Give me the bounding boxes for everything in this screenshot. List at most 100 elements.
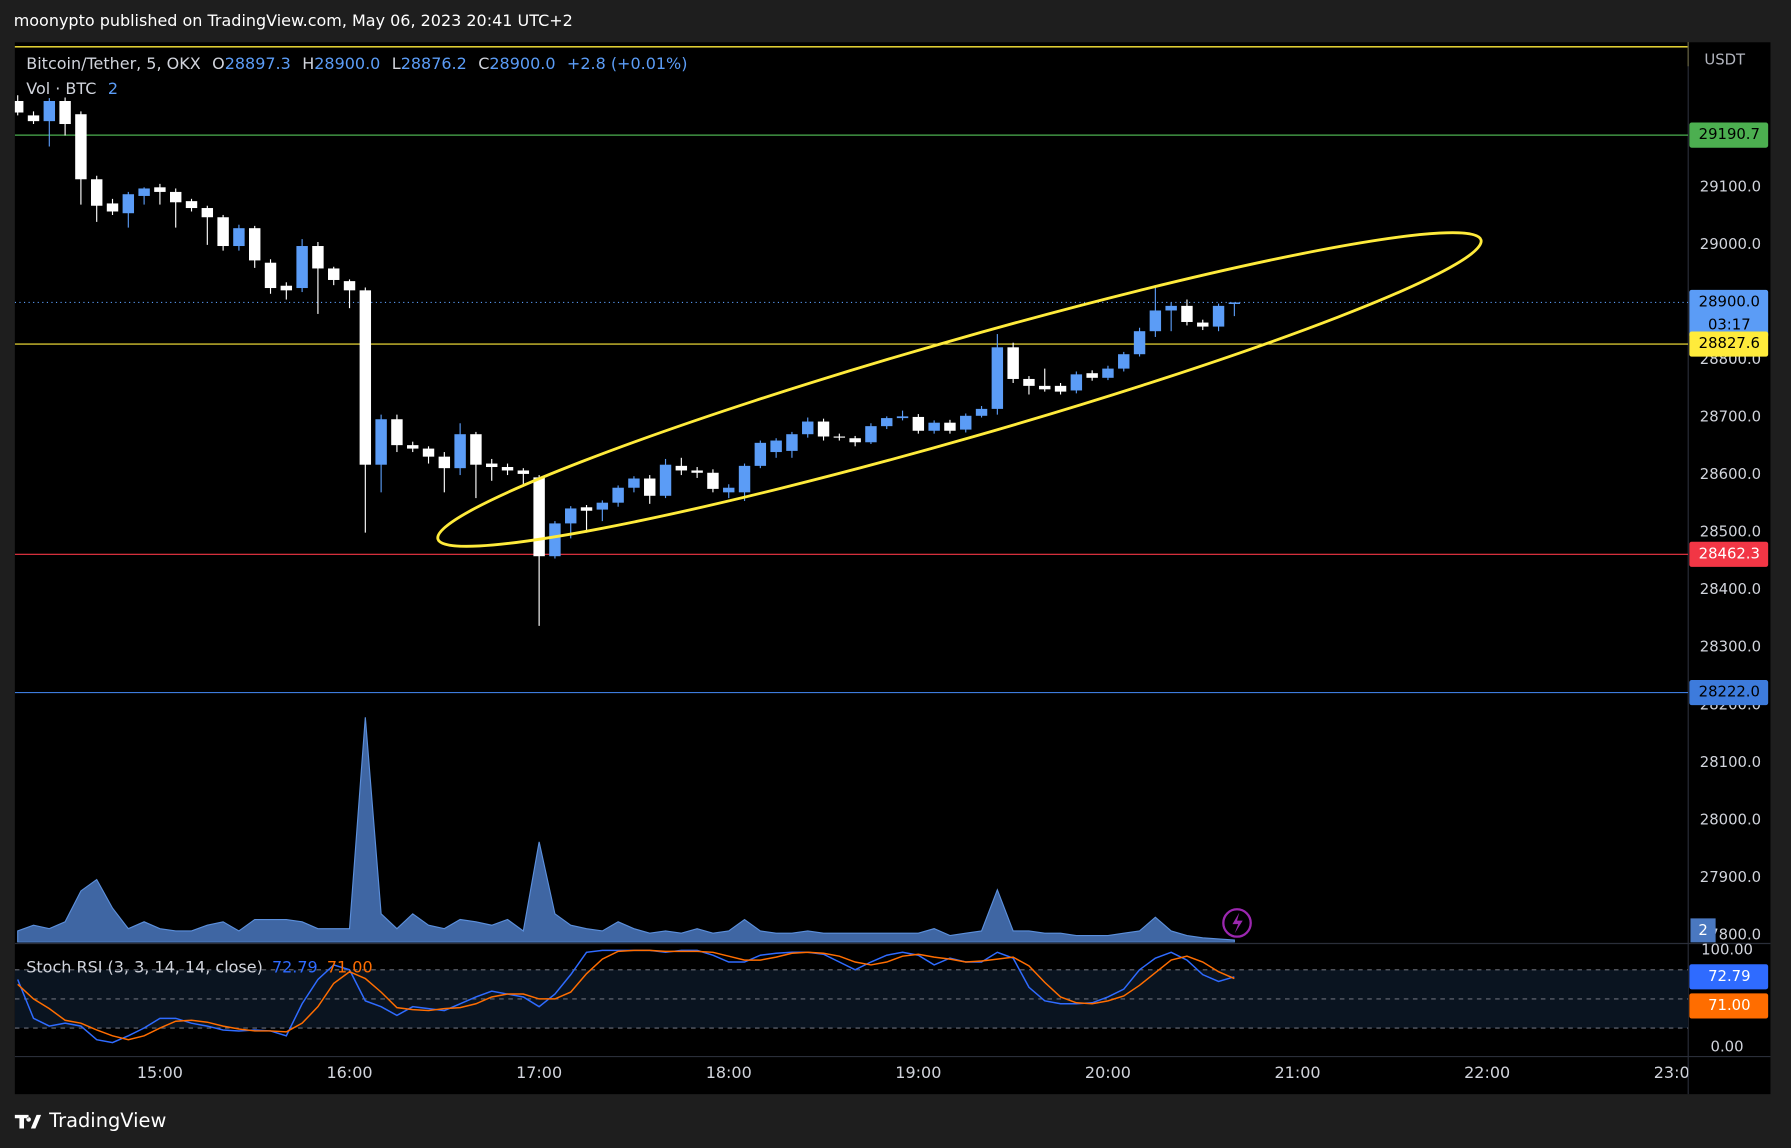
candle-body xyxy=(407,445,419,449)
candle-body xyxy=(802,421,814,435)
y-tick-label: 28100.0 xyxy=(1700,754,1761,771)
candle-body xyxy=(1118,354,1130,369)
y-tick-label: 29000.0 xyxy=(1700,236,1761,253)
candle-body xyxy=(328,268,340,280)
legend-change: +2.8 (+0.01%) xyxy=(567,53,688,72)
stoch-line xyxy=(17,949,1235,1041)
candle-body xyxy=(1212,305,1225,327)
candle-body xyxy=(991,347,1004,409)
candle-body xyxy=(707,472,719,489)
candle-body xyxy=(264,262,277,289)
price-pane xyxy=(14,95,1689,943)
stoch-label: Stoch RSI (3, 3, 14, 14, close) xyxy=(26,957,263,976)
candle-body xyxy=(1165,305,1177,311)
candle-body xyxy=(865,426,877,443)
candle-body xyxy=(122,194,135,214)
candle-body xyxy=(1133,331,1146,355)
candle-body xyxy=(1181,305,1193,322)
candle-body xyxy=(1054,385,1067,392)
volume-tag xyxy=(1690,918,1716,943)
x-tick-label: 15:00 xyxy=(137,1063,183,1082)
candle-body xyxy=(1102,368,1114,378)
candle-body xyxy=(1149,310,1162,332)
price-tag-label: 28462.3 xyxy=(1699,545,1760,562)
candle-body xyxy=(881,418,893,427)
candle-body xyxy=(14,100,24,113)
candle-body xyxy=(612,487,624,503)
candle-body xyxy=(375,419,387,465)
stoch-tag-label: 71.00 xyxy=(1708,997,1750,1014)
candle-body xyxy=(438,456,451,469)
chart-layer: 15:00 16:00 17:00 18:00 19:00 20:00 21:00 22:00… xyxy=(14,53,1769,1082)
candle-body xyxy=(154,187,166,192)
candle-body xyxy=(849,438,861,443)
alert-icon[interactable] xyxy=(1232,912,1243,934)
alert-icon[interactable] xyxy=(1222,908,1252,938)
candle-body xyxy=(944,422,956,431)
candle-body xyxy=(217,217,229,247)
volume-label: Vol · BTC xyxy=(26,79,96,98)
plot-background xyxy=(14,42,1771,1095)
time-axis: 15:00 16:00 17:00 18:00 19:00 20:00 21:00 22:00… xyxy=(137,1063,1688,1082)
volume-area xyxy=(17,717,1235,943)
stoch-pane xyxy=(14,949,1689,1044)
volume-legend: Vol · BTC 2 xyxy=(26,79,118,98)
price-tag xyxy=(1689,680,1769,706)
candle-body xyxy=(596,502,609,510)
volume-tag-label: 2 xyxy=(1698,922,1707,939)
candle-body xyxy=(928,422,940,431)
stoch-tick-label: 0.00 xyxy=(1711,1038,1744,1055)
countdown: 03:17 xyxy=(1708,316,1751,333)
symbol: Bitcoin/Tether, 5, OKX xyxy=(26,53,200,72)
candle-body xyxy=(644,478,656,496)
stoch-tag xyxy=(1689,964,1769,990)
candle-body xyxy=(343,281,356,291)
y-tick-label: 29100.0 xyxy=(1700,178,1761,195)
candle-body xyxy=(249,228,261,261)
candle-body xyxy=(391,419,403,446)
stoch-band xyxy=(14,969,1689,1029)
price-tag-label: 28827.6 xyxy=(1699,335,1760,352)
candle-body xyxy=(1039,385,1051,390)
candle-body xyxy=(628,478,640,488)
candle-body xyxy=(580,507,593,511)
price-tag-label: 28222.0 xyxy=(1699,684,1760,701)
candle-body xyxy=(817,421,830,437)
x-tick-label: 16:00 xyxy=(326,1063,372,1082)
stoch-value: 71.00 xyxy=(327,957,373,976)
candle-body xyxy=(912,416,925,431)
candle-body xyxy=(280,285,293,291)
candle-body xyxy=(1197,322,1209,327)
footer xyxy=(0,1094,1791,1148)
candle-body xyxy=(1023,378,1035,386)
price-tag xyxy=(1689,289,1769,338)
price-tag xyxy=(1689,541,1769,567)
volume-value: 2 xyxy=(108,79,118,98)
candle-body xyxy=(296,246,308,289)
candle-body xyxy=(75,114,87,180)
legend-value: 28900.0 xyxy=(314,53,380,72)
legend-key: L xyxy=(392,53,401,72)
candle-body xyxy=(138,188,150,196)
legend-key: H xyxy=(302,53,314,72)
y-tick-label: 27900.0 xyxy=(1700,869,1761,886)
brand-name: TradingView xyxy=(48,1109,166,1132)
candle-body xyxy=(1228,302,1241,304)
price-tag-label: 28900.0 xyxy=(1699,293,1760,310)
y-tick-label: 28400.0 xyxy=(1700,581,1761,598)
x-tick-label: 22:00 xyxy=(1464,1063,1510,1082)
candle-body xyxy=(517,470,530,474)
price-tag xyxy=(1689,331,1769,357)
candle-body xyxy=(170,191,182,203)
candle-body xyxy=(754,442,767,466)
x-tick-label: 20:00 xyxy=(1085,1063,1131,1082)
candle-body xyxy=(359,290,372,465)
stoch-legend: Stoch RSI (3, 3, 14, 14, close) 72.79 71.0… xyxy=(26,957,372,976)
legend-key: O xyxy=(212,53,225,72)
candle-body xyxy=(723,487,735,493)
y-tick-label: 28700.0 xyxy=(1700,409,1761,426)
candle-body xyxy=(59,100,71,125)
candle-body xyxy=(90,179,103,206)
stoch-tag xyxy=(1689,993,1769,1019)
